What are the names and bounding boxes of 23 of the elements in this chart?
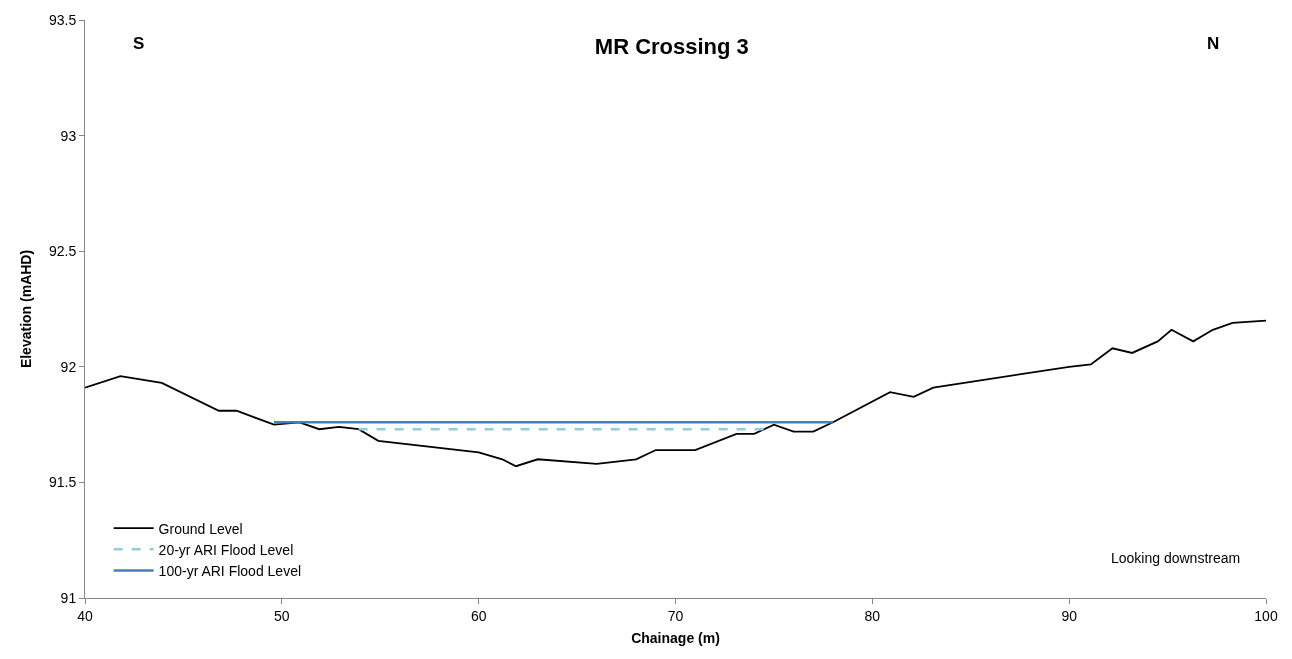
line-series [85,319,1266,468]
y-tick-label: 91.5 [48,474,77,491]
y-tick-label: 93.5 [48,11,77,28]
legend-label: 100-yr ARI Flood Level [158,562,302,579]
y-tick-label: 91 [60,589,77,606]
x-tick-label: 50 [274,607,290,624]
x-tick-label: 90 [1061,607,1078,624]
y-tick-label: 92 [60,358,77,375]
x-tick-label: 60 [470,607,487,624]
x-tick-label: 40 [77,607,93,624]
x-tick-label: 80 [864,607,881,624]
y-tick-label: 92.5 [48,243,77,260]
y-axis-title: Elevation (mAHD) [17,249,34,369]
annotation: N [1207,34,1220,53]
annotation: S [133,34,145,53]
legend-label: Ground Level [158,520,243,537]
text: MR Crossing 3 [594,33,749,59]
x-axis-title: Chainage (m) [631,630,720,647]
x-tick-label: 70 [667,607,684,624]
y-tick-label: 93 [60,127,77,144]
legend-label: 20-yr ARI Flood Level [158,541,294,558]
annotation: Looking downstream [1111,550,1241,566]
x-tick-label: 100 [1254,607,1278,624]
